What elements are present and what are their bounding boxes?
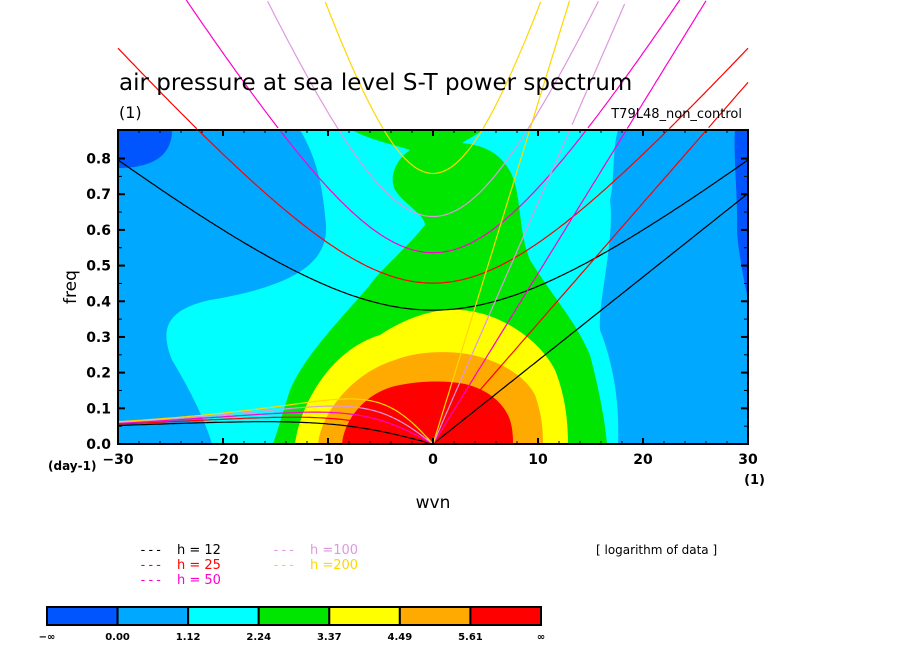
curve-inertia-gravity-h12 [118, 159, 748, 311]
curve-kelvin-above-h50 [626, 0, 707, 129]
colorbar-swatch [46, 606, 119, 626]
colorbar-label: 5.61 [458, 632, 483, 643]
curve-rossby-h50 [118, 411, 434, 444]
colorbar-swatch [328, 606, 401, 626]
dispersion-curves [117, 0, 749, 444]
contour-fills [118, 130, 748, 444]
curve-rossby-h100 [118, 405, 434, 444]
x-tick-label: −20 [207, 452, 238, 468]
legend-marker: --- [139, 558, 162, 573]
curve-kelvin-h12 [432, 192, 748, 444]
legend-label: h =100 [310, 543, 358, 558]
x-tick-labels: −30 −20 −10 0 10 20 30 [102, 452, 758, 468]
y-unit-label: (day-1) [48, 459, 96, 473]
curve-ig-above-h25 [117, 47, 198, 130]
x-unit-label: (1) [744, 473, 765, 488]
curve-kelvin-above-h200 [529, 0, 571, 129]
curve-ig-above-h50 [185, 0, 279, 129]
curve-inertia-gravity-h50 [278, 130, 588, 254]
y-tick-label: 0.8 [86, 152, 111, 168]
legend-label: h = 50 [177, 573, 221, 588]
log-note: [ logarithm of data ] [596, 543, 717, 557]
colorbar-swatch [187, 606, 260, 626]
colorbar-swatch [257, 606, 331, 626]
y-axis-label: freq [61, 270, 81, 304]
y-tick-labels: 0.0 0.1 0.2 0.3 0.4 0.5 0.6 0.7 0.8 [86, 152, 111, 453]
colorbar-label: −∞ [39, 632, 56, 643]
y-tick-label: 0.2 [86, 366, 111, 382]
colorbar-label: 1.12 [176, 632, 201, 643]
y-tick-label: 0.0 [86, 437, 111, 453]
fill-level-6 [342, 381, 513, 444]
colorbar: −∞ 0.00 1.12 2.24 3.37 4.49 5.61 ∞ [39, 606, 545, 643]
y-tick-label: 0.3 [86, 330, 111, 346]
colorbar-label: 3.37 [317, 632, 342, 643]
x-tick-label: 20 [633, 452, 653, 468]
legend-label: h = 25 [177, 558, 221, 573]
curve-kelvin-h50 [432, 130, 628, 444]
colorbar-label: 4.49 [388, 632, 413, 643]
colorbar-swatch [469, 606, 542, 626]
y-tick-label: 0.1 [86, 401, 111, 417]
curve-rossby-h12 [118, 421, 434, 444]
colorbar-swatch [398, 606, 472, 626]
curve-rossby-h200 [118, 398, 434, 444]
y-tick-label: 0.5 [86, 259, 111, 275]
legend-marker: --- [272, 543, 295, 558]
colorbar-label: 0.00 [105, 632, 130, 643]
curve-kelvin-h25 [432, 130, 708, 444]
chart-title: air pressure at sea level S-T power spec… [119, 70, 632, 96]
y-tick-label: 0.6 [86, 223, 111, 239]
fill-level-0-topleft [118, 130, 172, 168]
curve-kelvin-above-h25 [708, 82, 749, 129]
curve-ig-above-h50 [587, 0, 681, 129]
x-tick-label: 30 [738, 452, 758, 468]
curve-kelvin-above-h100 [571, 3, 626, 125]
colorbar-label: ∞ [537, 632, 545, 643]
curve-ig-above-h100 [267, 1, 340, 130]
curve-inertia-gravity-h25 [197, 130, 669, 284]
curve-kelvin-h200 [432, 130, 531, 444]
legend-marker: --- [139, 543, 162, 558]
colorbar-swatch [116, 606, 190, 626]
units-label: (1) [119, 103, 142, 122]
curve-legend: --- h = 12 --- h = 25 --- h = 50 --- h =100 --- h… [139, 543, 358, 588]
y-tick-label: 0.7 [86, 187, 111, 203]
x-axis-label: wvn [416, 493, 451, 513]
x-tick-label: 0 [428, 452, 438, 468]
colorbar-label: 2.24 [246, 632, 271, 643]
legend-label: h = 12 [177, 543, 221, 558]
run-label: T79L48_non_control [610, 107, 742, 122]
curve-ig-above-h200 [324, 1, 384, 130]
x-tick-label: −30 [102, 452, 133, 468]
x-tick-label: 10 [528, 452, 548, 468]
curve-ig-above-h25 [668, 47, 749, 130]
axis-ticks [117, 130, 749, 445]
y-tick-label: 0.4 [86, 294, 111, 310]
legend-label: h =200 [310, 558, 358, 573]
curve-ig-above-h200 [482, 1, 542, 130]
fill-level-0-right [734, 130, 748, 300]
legend-marker: --- [139, 573, 162, 588]
legend-marker: --- [272, 558, 295, 573]
curve-inertia-gravity-h200 [383, 130, 483, 175]
x-tick-label: −10 [312, 452, 343, 468]
curve-ig-above-h100 [526, 1, 599, 130]
curve-inertia-gravity-h100 [338, 130, 528, 218]
curve-rossby-h25 [118, 416, 434, 444]
curve-kelvin-h100 [432, 130, 571, 444]
